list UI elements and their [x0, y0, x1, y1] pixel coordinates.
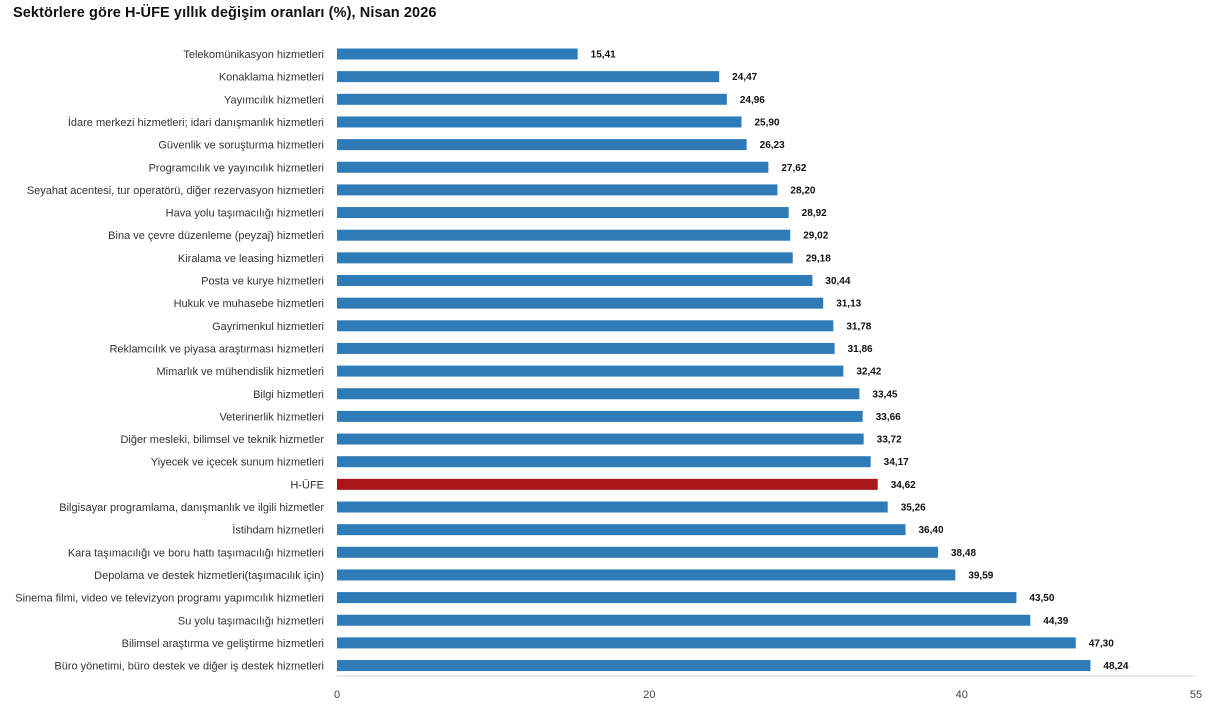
- x-tick-label: 40: [956, 689, 968, 701]
- category-label: Sinema filmi, video ve televizyon progra…: [15, 593, 324, 605]
- value-label: 25,90: [755, 117, 780, 128]
- bar-highlight: [337, 478, 878, 490]
- bar: [337, 388, 860, 400]
- value-label: 31,86: [848, 344, 873, 355]
- value-label: 33,66: [876, 412, 901, 423]
- bar: [337, 275, 813, 286]
- value-label: 31,13: [836, 299, 861, 310]
- category-label: Diğer mesleki, bilimsel ve teknik hizmet…: [120, 434, 324, 446]
- x-tick-label: 20: [643, 689, 655, 701]
- bar: [337, 71, 720, 83]
- bar: [337, 207, 789, 219]
- bar: [337, 48, 578, 60]
- category-label: Bilimsel araştırma ve geliştirme hizmetl…: [122, 638, 324, 650]
- category-label: Kara taşımacılığı ve boru hattı taşımacı…: [68, 547, 324, 559]
- bar: [337, 365, 844, 377]
- bar: [337, 524, 906, 536]
- category-label: Bilgi hizmetleri: [253, 389, 324, 401]
- category-label: Veterinerlik hizmetleri: [219, 411, 324, 423]
- value-label: 38,48: [951, 548, 976, 559]
- value-label: 15,41: [591, 50, 616, 61]
- value-label: 26,23: [760, 140, 785, 151]
- bar: [337, 456, 871, 468]
- value-label: 47,30: [1089, 638, 1114, 649]
- value-label: 28,92: [802, 208, 827, 219]
- bar: [337, 320, 834, 332]
- category-label: Büro yönetimi, büro destek ve diğer iş d…: [54, 661, 324, 673]
- value-label: 32,42: [856, 367, 881, 378]
- bar: [337, 501, 888, 513]
- x-tick-label: 55: [1190, 689, 1202, 701]
- category-label: Telekomünikasyon hizmetleri: [183, 49, 324, 61]
- bar: [337, 410, 863, 422]
- value-label: 28,20: [790, 185, 815, 196]
- chart-title: Sektörlere göre H-ÜFE yıllık değişim ora…: [13, 5, 437, 21]
- category-label: Yayımcılık hizmetleri: [224, 94, 324, 106]
- value-label: 44,39: [1043, 616, 1068, 627]
- value-label: 43,50: [1029, 593, 1054, 604]
- value-label: 24,96: [740, 95, 765, 106]
- value-label: 34,17: [884, 457, 909, 468]
- bar: [337, 660, 1091, 672]
- category-label: Depolama ve destek hizmetleri(taşımacılı…: [94, 570, 324, 582]
- category-label: Su yolu taşımacılığı hizmetleri: [178, 615, 324, 627]
- value-label: 31,78: [846, 321, 871, 332]
- category-label: Hukuk ve muhasebe hizmetleri: [174, 298, 324, 310]
- category-label: Kiralama ve leasing hizmetleri: [178, 253, 324, 265]
- bar: [337, 184, 778, 196]
- category-label: Konaklama hizmetleri: [219, 72, 324, 84]
- category-label: Reklamcılık ve piyasa araştırması hizmet…: [109, 343, 324, 355]
- value-label: 27,62: [781, 163, 806, 174]
- value-label: 29,18: [806, 253, 831, 264]
- value-label: 33,72: [877, 435, 902, 446]
- value-label: 33,45: [872, 389, 897, 400]
- bar: [337, 93, 727, 105]
- value-label: 36,40: [919, 525, 944, 536]
- category-label: Posta ve kurye hizmetleri: [201, 276, 324, 288]
- category-label: H-ÜFE: [290, 479, 324, 491]
- bar: [337, 161, 769, 173]
- category-label: Seyahat acentesi, tur operatörü, diğer r…: [27, 185, 324, 197]
- category-label: İstihdam hizmetleri: [232, 524, 324, 537]
- value-label: 34,62: [891, 480, 916, 491]
- value-label: 29,02: [803, 231, 828, 242]
- bar: [337, 116, 742, 128]
- category-label: Mimarlık ve mühendislik hizmetleri: [157, 366, 325, 378]
- bar: [337, 614, 1031, 626]
- bar: [337, 569, 956, 581]
- category-label: Hava yolu taşımacılığı hizmetleri: [166, 208, 324, 220]
- category-label: Gayrimenkul hizmetleri: [212, 321, 324, 333]
- category-label: Bina ve çevre düzenleme (peyzaj) hizmetl…: [108, 230, 324, 242]
- value-label: 24,47: [732, 72, 757, 83]
- value-label: 35,26: [901, 503, 926, 514]
- value-label: 39,59: [968, 570, 993, 581]
- bar: [337, 297, 824, 309]
- category-label: Yiyecek ve içecek sunum hizmetleri: [151, 457, 324, 469]
- bar: [337, 433, 864, 445]
- bar: [337, 546, 938, 558]
- x-tick-label: 0: [334, 689, 340, 701]
- category-label: İdare merkezi hizmetleri; idari danışman…: [68, 116, 324, 129]
- value-label: 48,24: [1103, 661, 1128, 672]
- bar: [337, 342, 835, 354]
- value-label: 30,44: [825, 276, 850, 287]
- category-label: Bilgisayar programlama, danışmanlık ve i…: [59, 502, 324, 514]
- bar: [337, 592, 1017, 604]
- bar: [337, 139, 747, 151]
- category-label: Programcılık ve yayıncılık hizmetleri: [149, 162, 324, 174]
- bar: [337, 252, 793, 264]
- bar: [337, 637, 1076, 649]
- bar: [337, 229, 791, 241]
- category-label: Güvenlik ve soruşturma hizmetleri: [158, 140, 324, 152]
